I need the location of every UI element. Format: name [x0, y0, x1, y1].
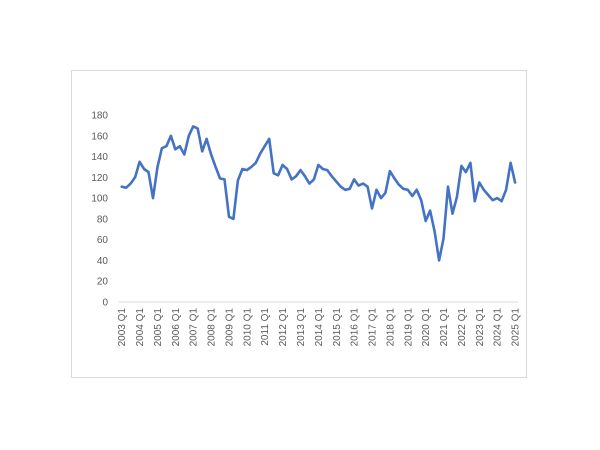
x-tick-label: 2009 Q1 [224, 308, 235, 347]
y-tick-label: 20 [97, 277, 109, 288]
y-tick-label: 40 [97, 256, 109, 267]
x-tick-label: 2021 Q1 [439, 308, 450, 347]
y-tick-label: 80 [97, 214, 109, 225]
x-tick-label: 2004 Q1 [135, 308, 146, 347]
y-tick-label: 60 [97, 235, 109, 246]
x-tick-label: 2015 Q1 [332, 308, 343, 347]
x-tick-label: 2023 Q1 [475, 308, 486, 347]
x-axis: 2003 Q1 2004 Q1 2005 Q1 2006 Q1 2007 Q1 2008 … [117, 308, 521, 347]
x-tick-label: 2016 Q1 [350, 308, 361, 347]
x-tick-label: 2007 Q1 [189, 308, 200, 347]
x-tick-label: 2006 Q1 [171, 308, 182, 347]
x-tick-label: 2014 Q1 [314, 308, 325, 347]
y-tick-label: 140 [91, 152, 108, 163]
x-tick-label: 2024 Q1 [493, 308, 504, 347]
x-tick-label: 2010 Q1 [242, 308, 253, 347]
chart-frame [71, 70, 527, 378]
x-tick-label: 2025 Q1 [511, 308, 522, 347]
x-tick-label: 2008 Q1 [207, 308, 218, 347]
x-tick-label: 2012 Q1 [278, 308, 289, 347]
y-tick-label: 0 [102, 298, 108, 309]
x-tick-label: 2011 Q1 [260, 308, 271, 346]
data-line [120, 125, 517, 262]
x-tick-label: 2020 Q1 [421, 308, 432, 347]
x-tick-label: 2018 Q1 [385, 308, 396, 347]
x-tick-label: 2017 Q1 [368, 308, 379, 347]
x-tick-label: 2005 Q1 [153, 308, 164, 347]
y-tick-label: 100 [91, 194, 108, 205]
x-tick-label: 2022 Q1 [457, 308, 468, 347]
x-tick-label: 2013 Q1 [296, 308, 307, 347]
y-tick-label: 180 [91, 111, 108, 122]
y-axis: 0 20 40 60 80 100 120 140 160 180 [91, 111, 108, 309]
x-tick-label: 2019 Q1 [403, 308, 414, 347]
y-tick-label: 160 [91, 131, 108, 142]
x-tick-label: 2003 Q1 [117, 308, 128, 347]
y-tick-label: 120 [91, 173, 108, 184]
